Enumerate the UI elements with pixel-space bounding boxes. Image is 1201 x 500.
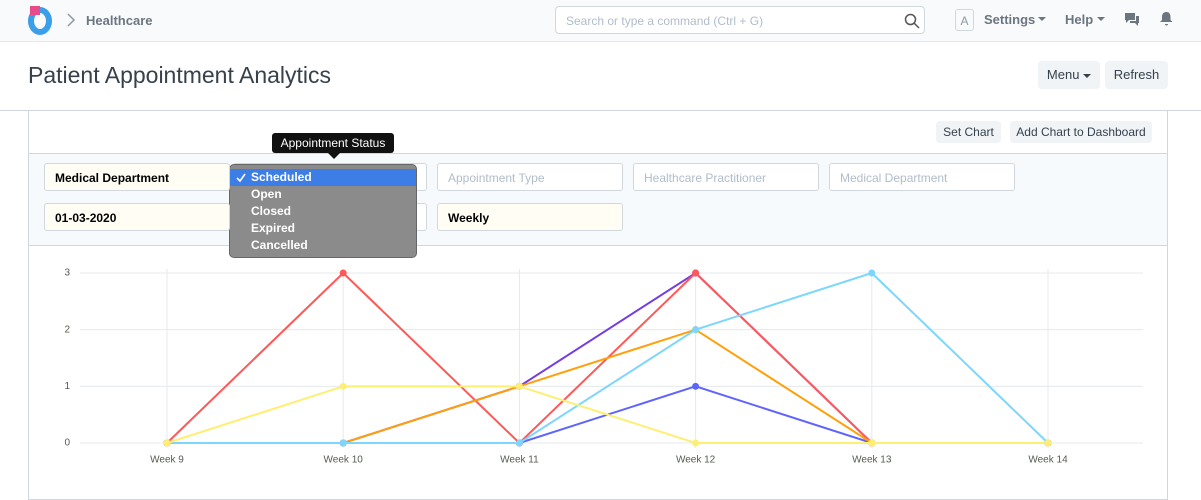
breadcrumb[interactable]: Healthcare [86, 13, 153, 28]
avatar[interactable]: A [955, 9, 974, 31]
search-placeholder: Search or type a command (Ctrl + G) [566, 14, 764, 28]
breadcrumb-arrow [67, 13, 76, 27]
dropdown-option[interactable]: Cancelled [251, 238, 308, 252]
data-point [1044, 439, 1052, 447]
x-tick-label: Week 10 [324, 455, 364, 466]
filter-field[interactable]: Healthcare Practitioner [633, 163, 819, 191]
data-point [163, 439, 171, 447]
filter-text: Healthcare Practitioner [644, 171, 767, 185]
data-point [515, 439, 523, 447]
data-point [692, 269, 700, 277]
logo[interactable] [26, 3, 56, 35]
data-point [692, 439, 700, 447]
filter-field[interactable]: Medical Department [44, 163, 230, 191]
search-icon [904, 13, 920, 29]
caret [1097, 17, 1105, 21]
notification-icon[interactable] [1160, 11, 1173, 27]
page-title: Patient Appointment Analytics [28, 62, 332, 88]
data-point [692, 326, 700, 334]
settings-menu[interactable]: Settings [984, 12, 1036, 27]
y-tick-label: 3 [64, 268, 70, 279]
check-icon [236, 173, 246, 183]
caret [1038, 17, 1046, 21]
add-to-dashboard-button[interactable]: Add Chart to Dashboard [1010, 121, 1152, 143]
data-point [339, 439, 347, 447]
tooltip: Appointment Status [272, 133, 394, 153]
data-point [868, 439, 876, 447]
filter-field[interactable]: Medical Department [829, 163, 1015, 191]
dropdown-option[interactable]: Scheduled [230, 169, 416, 186]
filter-field[interactable]: 01-03-2020 [44, 203, 230, 231]
dropdown-option[interactable]: Open [251, 187, 282, 201]
data-point [692, 382, 700, 390]
status-dropdown: Scheduled Open Closed Expired Cancelled [229, 164, 417, 258]
y-tick-label: 0 [64, 438, 70, 449]
data-point [339, 382, 347, 390]
filter-text: Weekly [448, 211, 490, 225]
data-point [339, 269, 347, 277]
y-tick-label: 1 [64, 381, 70, 392]
search-box[interactable]: Search or type a command (Ctrl + G) [555, 6, 925, 34]
filter-text: Medical Department [840, 171, 948, 185]
filter-text: Medical Department [55, 171, 170, 185]
chart: 0 1 2 3 Week 9 Week 10 Week 11 Week 12 Week 13 We… [64, 268, 1143, 466]
caret [1083, 74, 1092, 78]
refresh-button[interactable]: Refresh [1105, 61, 1168, 89]
tooltip-arrow [328, 153, 340, 159]
dropdown-option[interactable]: Expired [251, 221, 296, 235]
x-tick-label: Week 14 [1028, 455, 1068, 466]
series-line [167, 271, 1049, 444]
navbar: Healthcare Search or type a command (Ctr… [0, 0, 1201, 42]
filter-field[interactable]: Appointment Type [437, 163, 623, 191]
filter-text: 01-03-2020 [55, 211, 117, 225]
x-tick-label: Week 12 [676, 455, 716, 466]
chat-icon[interactable] [1124, 12, 1140, 27]
filter-text: Appointment Type [448, 171, 545, 185]
menu-button[interactable]: Menu [1038, 61, 1100, 89]
series-line [166, 385, 1048, 444]
dropdown-option[interactable]: Closed [251, 204, 292, 218]
data-point [868, 269, 876, 277]
x-tick-label: Week 9 [150, 455, 184, 466]
x-tick-label: Week 11 [500, 455, 539, 466]
y-tick-label: 2 [64, 324, 70, 335]
help-menu[interactable]: Help [1065, 12, 1094, 27]
set-chart-button[interactable]: Set Chart [936, 121, 1001, 143]
filter-field[interactable]: Weekly [437, 203, 623, 231]
menu-label: Menu [1046, 67, 1080, 82]
x-tick-label: Week 13 [852, 455, 892, 466]
data-point [515, 382, 523, 390]
